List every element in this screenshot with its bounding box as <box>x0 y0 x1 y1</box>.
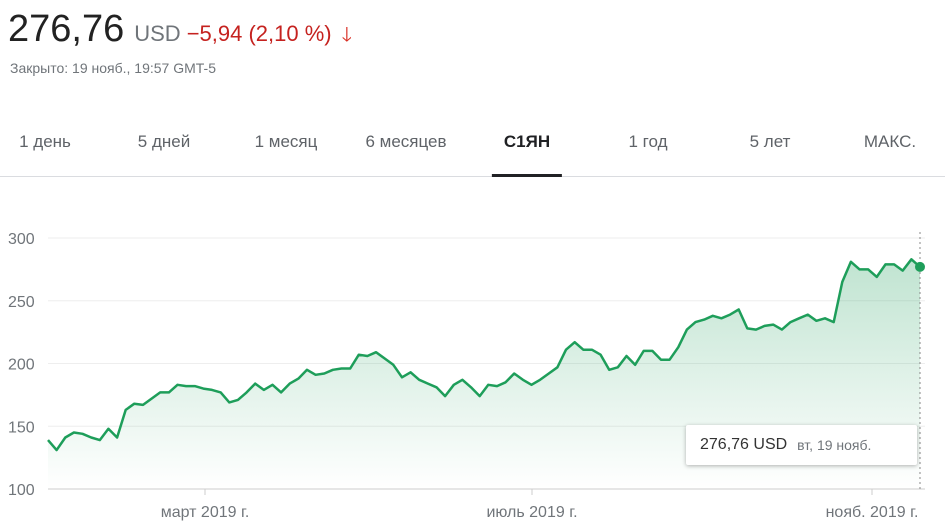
price-change: −5,94 (2,10 %) <box>186 21 332 46</box>
x-tick-label: июль 2019 г. <box>486 504 577 521</box>
range-tabs: 1 день 5 дней 1 месяц 6 месяцев С1ЯН 1 год 5 л… <box>0 120 945 177</box>
x-tick-label: нояб. 2019 г. <box>826 504 919 521</box>
price-value: 276,76 <box>8 8 125 50</box>
tab-4[interactable]: С1ЯН <box>491 132 563 177</box>
y-tick-label: 100 <box>8 482 35 499</box>
y-tick-label: 200 <box>8 357 35 374</box>
chart-tooltip: 276,76 USD вт, 19 нояб. <box>686 425 917 465</box>
quote-header: 276,76 USD −5,94 (2,10 %) 🡓 <box>8 8 352 54</box>
y-tick-label: 250 <box>8 294 35 311</box>
tab-1[interactable]: 5 дней <box>137 132 191 151</box>
last-point-marker <box>915 261 925 272</box>
tab-0[interactable]: 1 день <box>19 132 71 151</box>
tooltip-date: вт, 19 нояб. <box>797 437 872 453</box>
tab-3[interactable]: 6 месяцев <box>365 132 447 151</box>
tab-7[interactable]: МАКС. <box>863 132 917 151</box>
price-line <box>47 258 921 452</box>
arrow-down-icon: 🡓 <box>341 24 353 46</box>
tab-6[interactable]: 5 лет <box>749 132 791 151</box>
tab-2[interactable]: 1 месяц <box>254 132 318 151</box>
y-tick-label: 300 <box>8 231 35 248</box>
x-tick-label: март 2019 г. <box>161 504 250 521</box>
y-tick-label: 150 <box>8 419 35 436</box>
tooltip-value: 276,76 USD <box>700 436 788 453</box>
tab-5[interactable]: 1 год <box>628 132 668 151</box>
currency: USD <box>134 21 181 46</box>
closed-time: Закрыто: 19 нояб., 19:57 GMT-5 <box>10 60 216 76</box>
